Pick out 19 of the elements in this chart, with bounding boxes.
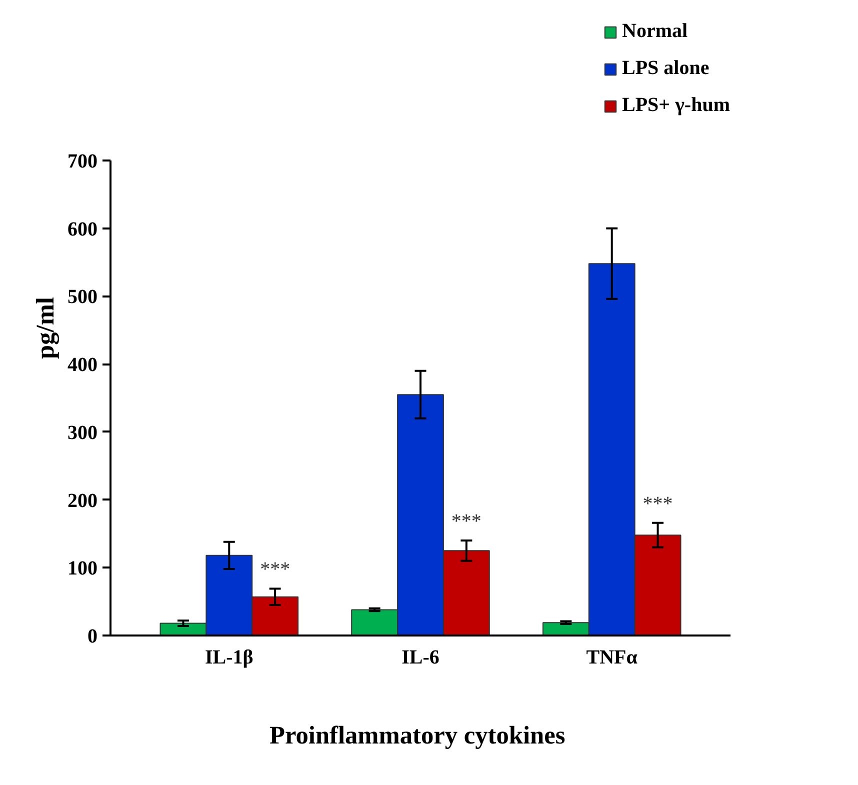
y-tick-label: 100	[68, 558, 98, 580]
x-tick-label: IL-6	[402, 646, 440, 668]
x-axis-title: Proinflammatory cytokines	[269, 722, 566, 750]
y-tick-label: 400	[68, 354, 98, 376]
y-tick-label: 500	[68, 286, 98, 308]
annotation: ***	[451, 510, 482, 532]
y-tick-label: 0	[88, 626, 98, 648]
y-axis-title: pg/ml	[32, 297, 60, 359]
annotation: ***	[260, 558, 290, 581]
y-tick-label: 700	[68, 150, 98, 172]
legend-label: LPS alone	[622, 57, 710, 80]
legend-label: Normal	[622, 20, 688, 43]
annotation: ***	[642, 492, 673, 515]
y-tick-label: 200	[68, 490, 98, 512]
y-tick-label: 600	[68, 218, 98, 240]
x-tick-label: TNFα	[586, 646, 638, 668]
x-tick-label: IL-1β	[204, 646, 254, 668]
y-tick-label: 300	[68, 422, 98, 444]
legend-label: LPS+ γ-hum	[622, 94, 730, 117]
